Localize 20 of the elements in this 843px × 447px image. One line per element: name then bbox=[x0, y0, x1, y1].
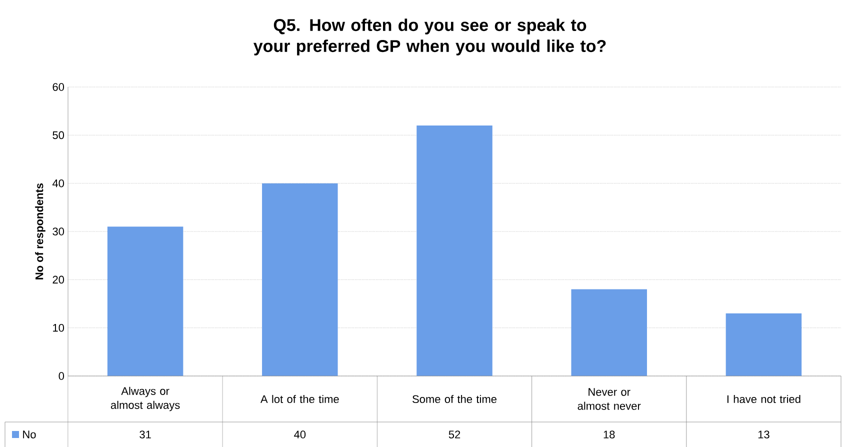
y-axis-title: No of respondents bbox=[35, 183, 46, 280]
y-tick-label: 40 bbox=[52, 179, 64, 188]
x-tick-label: Always or almost always bbox=[110, 386, 180, 412]
y-tick-label: 60 bbox=[52, 83, 64, 91]
y-tick-label: 20 bbox=[52, 276, 64, 284]
x-tick-label: Never or almost never bbox=[578, 388, 641, 410]
data-label: 13 bbox=[758, 430, 770, 438]
y-tick-label: 0 bbox=[58, 372, 64, 380]
y-tick-label: 10 bbox=[53, 324, 64, 332]
chart-title: Q5. How often do you see or speak to your preferred GP when you would like to? bbox=[254, 18, 606, 56]
x-tick-label: A lot of the time bbox=[260, 394, 339, 404]
legend-label: No bbox=[23, 430, 36, 438]
data-label: 31 bbox=[140, 430, 151, 438]
data-label: 52 bbox=[448, 430, 460, 438]
data-label: 18 bbox=[604, 430, 615, 438]
x-tick-label: Some of the time bbox=[412, 394, 496, 404]
y-tick-label: 50 bbox=[52, 131, 64, 140]
y-tick-label: 30 bbox=[52, 228, 64, 236]
x-tick-label: I have not tried bbox=[727, 394, 800, 404]
data-label: 40 bbox=[294, 430, 306, 438]
